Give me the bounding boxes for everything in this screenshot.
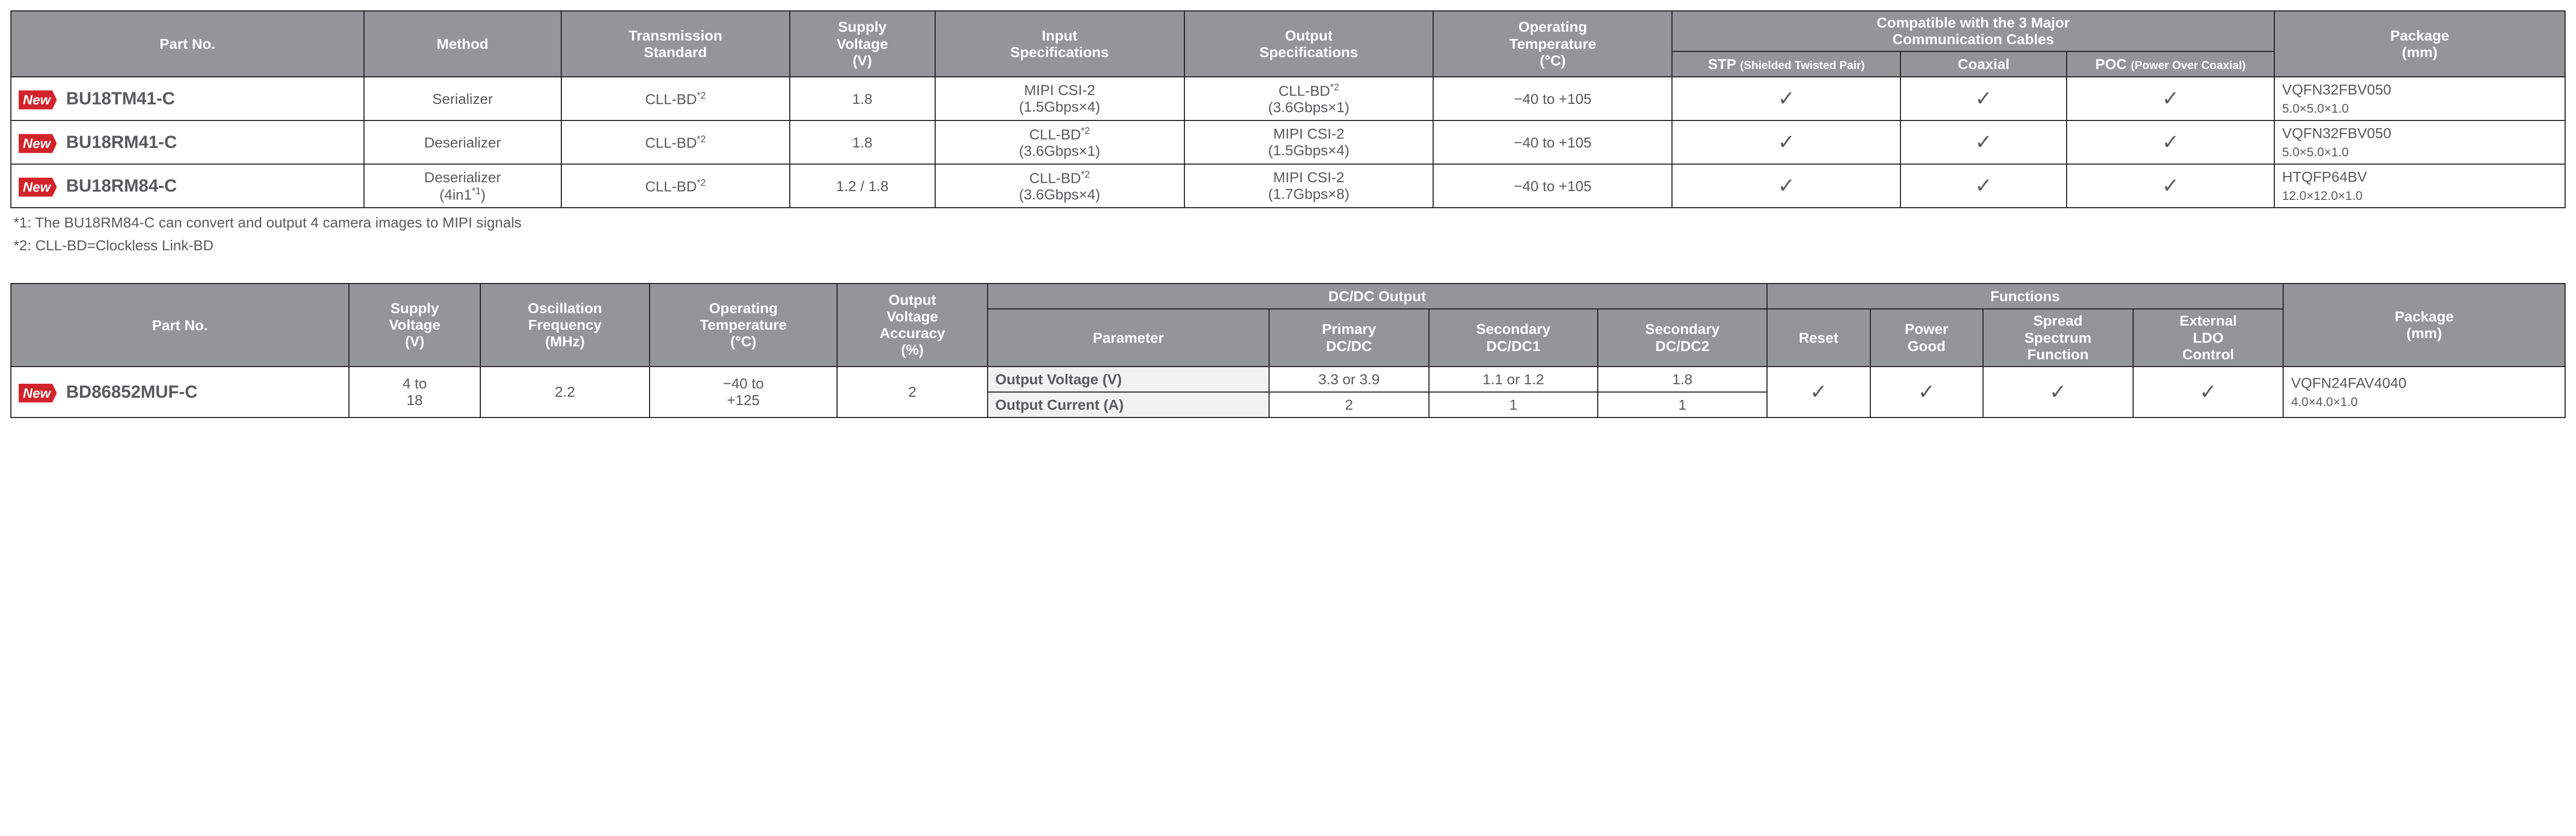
check-icon: ✓ [1983, 367, 2133, 417]
new-badge-icon: New [19, 90, 57, 110]
cell-part-no: New BU18RM84-C [11, 164, 364, 208]
cell-transmission: CLL-BD*2 [561, 120, 790, 164]
check-icon: ✓ [2067, 120, 2274, 164]
cell-output: MIPI CSI-2(1.7Gbps×8) [1184, 164, 1434, 208]
cell-input: CLL-BD*2(3.6Gbps×4) [935, 164, 1184, 208]
check-icon: ✓ [1900, 77, 2067, 120]
col-transmission: TransmissionStandard [561, 11, 790, 77]
table-row: New BU18TM41-C Serializer CLL-BD*2 1.8 M… [11, 77, 2565, 120]
footnote-2: *2: CLL-BD=Clockless Link-BD [14, 237, 2566, 254]
check-icon: ✓ [2067, 77, 2274, 120]
check-icon: ✓ [1900, 164, 2067, 208]
col-package: Package(mm) [2274, 11, 2565, 77]
cell-part-no: New BU18TM41-C [11, 77, 364, 120]
col-primary: PrimaryDC/DC [1269, 309, 1428, 367]
col-power-good: PowerGood [1870, 309, 1983, 367]
cell-package: HTQFP64BV 12.0×12.0×1.0 [2274, 164, 2565, 208]
param-output-current: Output Current (A) [988, 392, 1270, 417]
table-row: New BU18RM41-C Deserializer CLL-BD*2 1.8… [11, 120, 2565, 164]
cell-ov-acc: 2 [837, 367, 987, 417]
cell-temp: −40 to +105 [1433, 77, 1672, 120]
cell-input: CLL-BD*2(3.6Gbps×1) [935, 120, 1184, 164]
table-row: New BU18RM84-C Deserializer (4in1*1) CLL… [11, 164, 2565, 208]
cell-oc-sec1: 1 [1429, 392, 1598, 417]
cell-vcc: 1.8 [790, 77, 935, 120]
serdes-tbody: New BU18TM41-C Serializer CLL-BD*2 1.8 M… [11, 77, 2565, 208]
cell-vcc: 1.2 / 1.8 [790, 164, 935, 208]
cell-package: VQFN24FAV4040 4.0×4.0×1.0 [2283, 367, 2565, 417]
col-ov-accuracy: OutputVoltageAccuracy(%) [837, 284, 987, 367]
col-sec1: SecondaryDC/DC1 [1429, 309, 1598, 367]
cell-ov-sec2: 1.8 [1598, 367, 1767, 392]
check-icon: ✓ [2067, 164, 2274, 208]
cell-temp: −40 to +105 [1433, 164, 1672, 208]
col-param: Parameter [988, 309, 1270, 367]
new-badge-icon: New [19, 134, 57, 153]
cell-temp: −40 to+125 [650, 367, 838, 417]
cell-method: Deserializer [364, 120, 561, 164]
col-poc: POC (Power Over Coaxial) [2067, 51, 2274, 77]
col-supply-v: SupplyVoltage(V) [790, 11, 935, 77]
pmic-table: Part No. SupplyVoltage(V) OscillationFre… [10, 283, 2566, 418]
col-method: Method [364, 11, 561, 77]
col-output-spec: OutputSpecifications [1184, 11, 1434, 77]
cell-ov-sec1: 1.1 or 1.2 [1429, 367, 1598, 392]
col-stp: STP (Shielded Twisted Pair) [1672, 51, 1900, 77]
cell-package: VQFN32FBV050 5.0×5.0×1.0 [2274, 77, 2565, 120]
param-output-voltage: Output Voltage (V) [988, 367, 1270, 392]
col-sec2: SecondaryDC/DC2 [1598, 309, 1767, 367]
col-osc: OscillationFrequency(MHz) [480, 284, 650, 367]
col-package: Package(mm) [2283, 284, 2565, 367]
col-ssf: SpreadSpectrumFunction [1983, 309, 2133, 367]
col-coax: Coaxial [1900, 51, 2067, 77]
check-icon: ✓ [1900, 120, 2067, 164]
cell-part-no: New BD86852MUF-C [11, 367, 349, 417]
check-icon: ✓ [1870, 367, 1983, 417]
cell-osc: 2.2 [480, 367, 650, 417]
check-icon: ✓ [1672, 77, 1900, 120]
cell-oc-sec2: 1 [1598, 392, 1767, 417]
cell-transmission: CLL-BD*2 [561, 164, 790, 208]
cell-transmission: CLL-BD*2 [561, 77, 790, 120]
cell-input: MIPI CSI-2(1.5Gbps×4) [935, 77, 1184, 120]
col-compat-group: Compatible with the 3 MajorCommunication… [1672, 11, 2274, 51]
check-icon: ✓ [1672, 120, 1900, 164]
footnote-1: *1: The BU18RM84-C can convert and outpu… [14, 214, 2566, 231]
check-icon: ✓ [2133, 367, 2283, 417]
cell-method: Deserializer (4in1*1) [364, 164, 561, 208]
table-row: New BD86852MUF-C 4 to18 2.2 −40 to+125 2… [11, 367, 2565, 392]
col-dcdc-group: DC/DC Output [988, 284, 1767, 309]
col-op-temp: OperatingTemperature(°C) [1433, 11, 1672, 77]
cell-method: Serializer [364, 77, 561, 120]
col-input-spec: InputSpecifications [935, 11, 1184, 77]
new-badge-icon: New [19, 384, 57, 403]
col-supply-v: SupplyVoltage(V) [349, 284, 480, 367]
cell-part-no: New BU18RM41-C [11, 120, 364, 164]
cell-output: MIPI CSI-2(1.5Gbps×4) [1184, 120, 1434, 164]
col-op-temp: OperatingTemperature(°C) [650, 284, 838, 367]
cell-ov-primary: 3.3 or 3.9 [1269, 367, 1428, 392]
col-part-no: Part No. [11, 11, 364, 77]
cell-vcc: 1.8 [790, 120, 935, 164]
serdes-table: Part No. Method TransmissionStandard Sup… [10, 10, 2566, 208]
cell-output: CLL-BD*2(3.6Gbps×1) [1184, 77, 1434, 120]
check-icon: ✓ [1672, 164, 1900, 208]
cell-oc-primary: 2 [1269, 392, 1428, 417]
col-reset: Reset [1767, 309, 1870, 367]
cell-package: VQFN32FBV050 5.0×5.0×1.0 [2274, 120, 2565, 164]
check-icon: ✓ [1767, 367, 1870, 417]
col-eldo: ExternalLDOControl [2133, 309, 2283, 367]
cell-vcc: 4 to18 [349, 367, 480, 417]
col-func-group: Functions [1767, 284, 2284, 309]
new-badge-icon: New [19, 178, 57, 197]
col-part-no: Part No. [11, 284, 349, 367]
cell-temp: −40 to +105 [1433, 120, 1672, 164]
